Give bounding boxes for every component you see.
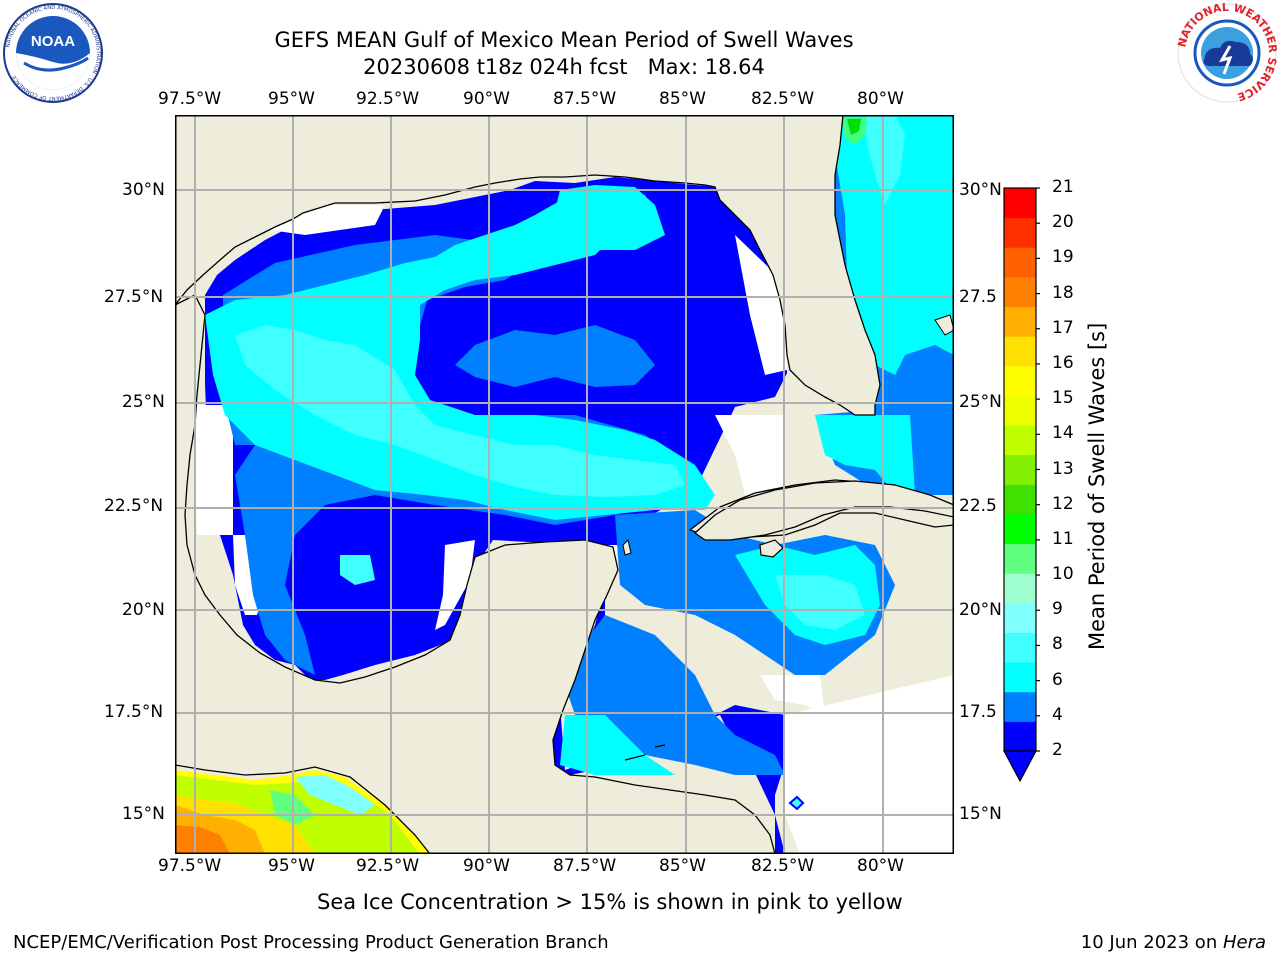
map-panel <box>175 115 954 854</box>
colorbar-tick-label: 8 <box>1052 634 1063 655</box>
colorbar-swatch <box>1004 513 1036 545</box>
colorbar-swatch <box>1004 336 1036 367</box>
nws-logo: NATIONAL WEATHER SERVICE <box>1176 2 1278 104</box>
colorbar-swatch <box>1004 217 1036 248</box>
footer-date: 10 Jun 2023 on Hera <box>1080 932 1266 953</box>
lon-label-bottom: 92.5°W <box>356 856 420 876</box>
colorbar-tick-label: 18 <box>1052 282 1074 303</box>
footer-credit: NCEP/EMC/Verification Post Processing Pr… <box>13 932 609 953</box>
colorbar-tick-label: 17 <box>1052 317 1074 338</box>
chart-subtitle: 20230608 t18z 024h fcst Max: 18.64 <box>363 55 765 79</box>
colorbar-swatch <box>1004 632 1036 663</box>
colorbar-tick-label: 10 <box>1052 564 1074 585</box>
lat-label-right: 22.5 <box>959 496 997 516</box>
colorbar-swatch <box>1004 247 1036 278</box>
colorbar-swatch <box>1004 395 1036 426</box>
colorbar-swatch <box>1004 662 1036 693</box>
lat-label-left: 22.5°N <box>104 496 164 516</box>
colorbar-swatch <box>1004 454 1036 485</box>
lat-label-left: 15°N <box>122 804 165 824</box>
lat-label-left: 30°N <box>122 180 165 200</box>
lon-label-bottom: 80°W <box>857 856 904 876</box>
colorbar-tick-label: 11 <box>1052 528 1074 549</box>
lon-label-top: 85°W <box>659 89 706 109</box>
colorbar-tick-label: 20 <box>1052 212 1074 233</box>
noaa-logo-text: NOAA <box>31 33 75 50</box>
colorbar-tick-label: 12 <box>1052 493 1074 514</box>
chart-title: GEFS MEAN Gulf of Mexico Mean Period of … <box>274 28 854 52</box>
sea-ice-note: Sea Ice Concentration > 15% is shown in … <box>317 890 903 914</box>
colorbar-tick-label: 9 <box>1052 599 1063 620</box>
colorbar-swatch <box>1004 573 1036 604</box>
colorbar-tick-label: 14 <box>1052 423 1074 444</box>
lat-label-left: 27.5°N <box>104 287 164 307</box>
noaa-logo: NOAA NATIONAL OCEANIC AND ATMOSPHERIC AD… <box>3 3 103 103</box>
lon-label-bottom: 87.5°W <box>553 856 617 876</box>
graticule <box>175 115 954 854</box>
lat-label-right: 30°N <box>959 180 1002 200</box>
colorbar-swatch <box>1004 365 1036 396</box>
lon-label-top: 92.5°W <box>356 89 420 109</box>
colorbar-tick-label: 19 <box>1052 247 1074 268</box>
lon-label-top: 90°W <box>463 89 510 109</box>
lon-label-top: 82.5°W <box>751 89 815 109</box>
lon-label-top: 80°W <box>857 89 904 109</box>
colorbar-tick-label: 4 <box>1052 704 1063 725</box>
lon-label-bottom: 90°W <box>463 856 510 876</box>
colorbar-swatch <box>1004 602 1036 633</box>
colorbar-tick-label: 16 <box>1052 352 1074 373</box>
lon-label-bottom: 82.5°W <box>751 856 815 876</box>
lon-label-bottom: 97.5°W <box>158 856 222 876</box>
footer-host: Hera <box>1222 932 1266 953</box>
lat-label-left: 25°N <box>122 392 165 412</box>
colorbar-tick-label: 15 <box>1052 388 1074 409</box>
colorbar-swatch <box>1004 691 1036 722</box>
map-frame <box>175 115 954 854</box>
colorbar-tick-label: 21 <box>1052 177 1074 197</box>
colorbar-swatch <box>1004 188 1036 219</box>
lat-label-right: 20°N <box>959 600 1002 620</box>
colorbar-tick-label: 6 <box>1052 669 1063 690</box>
colorbar-label: Mean Period of Swell Waves [s] <box>1085 322 1109 650</box>
lon-label-top: 97.5°W <box>158 89 222 109</box>
colorbar-tick-label: 2 <box>1052 740 1063 760</box>
colorbar-swatch <box>1004 276 1036 308</box>
lat-label-right: 27.5 <box>959 287 997 307</box>
lon-label-bottom: 95°W <box>268 856 315 876</box>
colorbar-swatch <box>1004 721 1036 752</box>
colorbar-swatch <box>1004 484 1036 515</box>
lat-label-right: 17.5 <box>959 702 997 722</box>
lat-label-right: 15°N <box>959 804 1002 824</box>
colorbar-extend-arrow <box>1003 750 1037 783</box>
colorbar-swatch <box>1004 306 1036 337</box>
lat-label-left: 20°N <box>122 600 165 620</box>
lon-label-bottom: 85°W <box>659 856 706 876</box>
colorbar-tick-label: 13 <box>1052 458 1074 479</box>
lat-label-right: 25°N <box>959 392 1002 412</box>
lon-label-top: 95°W <box>268 89 315 109</box>
lon-label-top: 87.5°W <box>553 89 617 109</box>
colorbar <box>1003 187 1040 783</box>
colorbar-swatch <box>1004 543 1036 574</box>
lat-label-left: 17.5°N <box>104 702 164 722</box>
colorbar-swatch <box>1004 425 1036 456</box>
